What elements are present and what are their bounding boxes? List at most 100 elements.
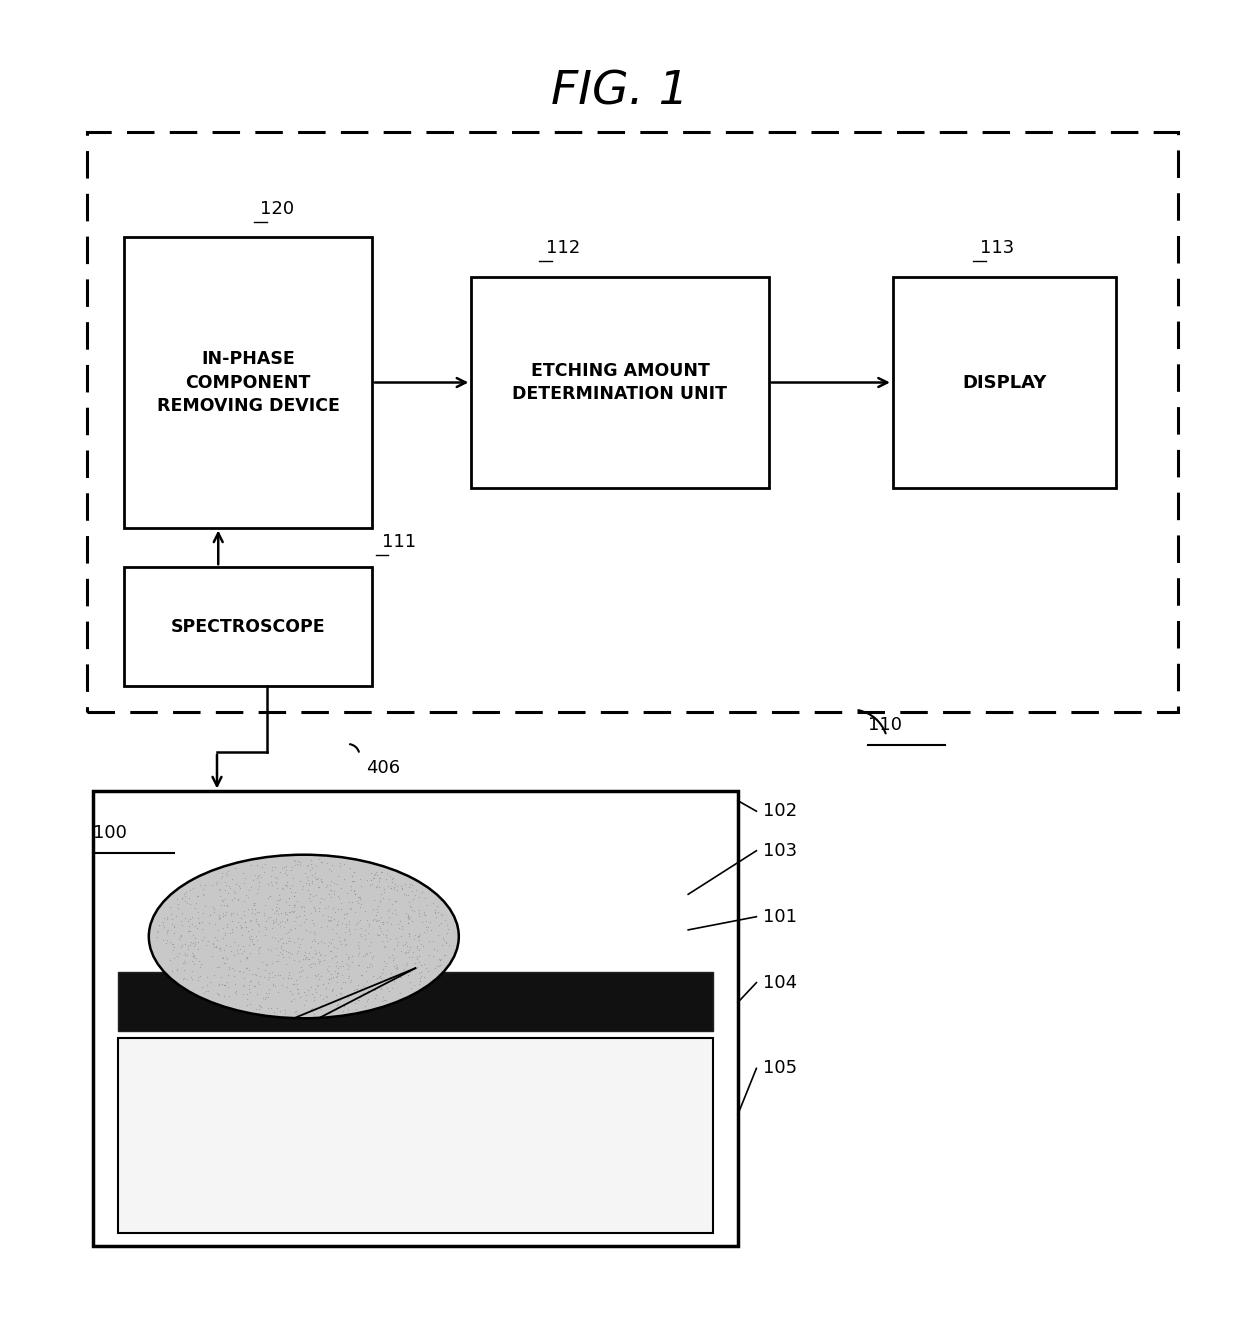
Point bbox=[216, 947, 236, 968]
Point bbox=[340, 923, 360, 944]
Point bbox=[219, 935, 239, 956]
Point bbox=[160, 897, 180, 918]
Point bbox=[202, 946, 222, 967]
Point bbox=[311, 930, 331, 951]
Point bbox=[224, 857, 244, 878]
Point bbox=[281, 991, 301, 1012]
Point bbox=[228, 911, 248, 933]
Point bbox=[250, 996, 270, 1017]
Point bbox=[229, 876, 249, 897]
Point bbox=[243, 869, 263, 890]
Point bbox=[362, 947, 382, 968]
Point bbox=[179, 921, 198, 942]
Point bbox=[308, 868, 327, 889]
Point bbox=[233, 983, 253, 1004]
Point bbox=[312, 995, 332, 1016]
Point bbox=[237, 917, 257, 938]
Point bbox=[192, 911, 212, 933]
Point bbox=[219, 985, 239, 1006]
Point bbox=[296, 856, 316, 877]
Point bbox=[269, 915, 289, 936]
Point bbox=[164, 947, 184, 968]
Point bbox=[213, 948, 233, 969]
Point bbox=[384, 878, 404, 900]
Point bbox=[243, 934, 263, 955]
Point bbox=[244, 894, 264, 915]
Point bbox=[368, 877, 388, 898]
Point bbox=[193, 878, 213, 900]
Point bbox=[346, 914, 366, 935]
Point bbox=[206, 926, 226, 947]
Point bbox=[188, 931, 208, 952]
Point bbox=[231, 960, 250, 981]
Point bbox=[181, 967, 201, 988]
Point bbox=[188, 969, 208, 991]
Point bbox=[350, 886, 370, 907]
Point bbox=[238, 898, 258, 919]
Point bbox=[366, 910, 386, 931]
Point bbox=[171, 926, 191, 947]
Point bbox=[414, 922, 434, 943]
Point bbox=[316, 977, 336, 998]
Point bbox=[397, 884, 417, 905]
Point bbox=[372, 931, 392, 952]
Point bbox=[384, 877, 404, 898]
Point bbox=[270, 1001, 290, 1022]
Point bbox=[372, 991, 392, 1012]
Point bbox=[175, 907, 195, 929]
Point bbox=[370, 925, 389, 946]
Point bbox=[303, 864, 322, 885]
Point bbox=[272, 936, 291, 958]
Point bbox=[311, 966, 331, 987]
Point bbox=[377, 911, 397, 933]
Point bbox=[367, 874, 387, 896]
Point bbox=[273, 933, 293, 954]
Point bbox=[248, 901, 268, 922]
Point bbox=[305, 939, 325, 960]
Point bbox=[320, 940, 340, 962]
Point bbox=[409, 926, 429, 947]
Point bbox=[228, 960, 248, 981]
Point bbox=[327, 995, 347, 1016]
Point bbox=[377, 863, 397, 884]
Point bbox=[430, 950, 450, 971]
Point bbox=[317, 936, 337, 958]
Point bbox=[372, 861, 392, 882]
Text: 112: 112 bbox=[546, 239, 580, 257]
Point bbox=[175, 885, 195, 906]
Point bbox=[342, 865, 362, 886]
Point bbox=[273, 939, 293, 960]
Point bbox=[341, 876, 361, 897]
Point bbox=[308, 933, 327, 954]
Point bbox=[277, 909, 296, 930]
Point bbox=[284, 894, 304, 915]
Point bbox=[412, 881, 432, 902]
Point bbox=[301, 954, 321, 975]
Point bbox=[334, 955, 353, 976]
Point bbox=[268, 904, 288, 925]
Point bbox=[397, 955, 417, 976]
Point bbox=[417, 917, 436, 938]
Point bbox=[362, 869, 382, 890]
Point bbox=[345, 992, 365, 1013]
Point bbox=[278, 967, 298, 988]
Point bbox=[299, 948, 319, 969]
Point bbox=[438, 922, 458, 943]
Point bbox=[296, 946, 316, 967]
Point bbox=[366, 904, 386, 925]
Point bbox=[345, 861, 365, 882]
Point bbox=[279, 964, 299, 985]
Point bbox=[284, 901, 304, 922]
Point bbox=[223, 902, 243, 923]
Point bbox=[432, 934, 451, 955]
Point bbox=[285, 881, 305, 902]
Point bbox=[327, 914, 347, 935]
Point bbox=[386, 900, 405, 921]
Point bbox=[319, 931, 339, 952]
Point bbox=[226, 980, 246, 1001]
Point bbox=[222, 918, 242, 939]
Point bbox=[185, 931, 205, 952]
Point bbox=[243, 930, 263, 951]
Point bbox=[361, 954, 381, 975]
Point bbox=[321, 940, 341, 962]
